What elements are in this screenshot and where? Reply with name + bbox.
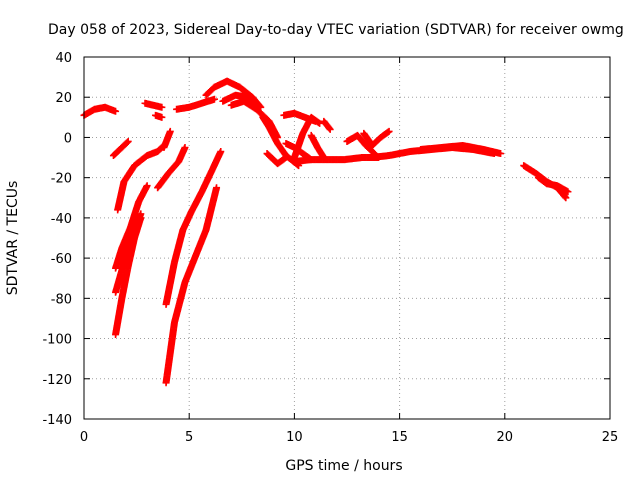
plot-frame: [83, 56, 611, 420]
x-tick-label: 0: [80, 430, 88, 445]
x-tick-label: 20: [497, 430, 514, 445]
x-tick-label: 5: [185, 430, 193, 445]
y-tick-label: -120: [42, 373, 72, 388]
data-point-marker: [158, 103, 166, 111]
y-axis-label: SDTVAR / TECUs: [5, 181, 21, 296]
data-point-marker: [253, 99, 261, 107]
data-point-marker: [497, 150, 505, 158]
data-point-marker: [213, 184, 221, 192]
x-tick-label: 25: [602, 430, 619, 445]
x-tick-label: 10: [286, 430, 303, 445]
data-points: [80, 77, 572, 387]
data-point-marker: [158, 113, 166, 121]
y-tick-label: -60: [51, 252, 72, 267]
y-tick-label: -100: [42, 333, 72, 348]
data-point-marker: [137, 214, 145, 222]
data-point-marker: [210, 95, 218, 103]
data-point-marker: [124, 137, 132, 145]
data-point-marker: [166, 127, 174, 135]
grid-lines: [84, 57, 610, 419]
data-point-marker: [123, 138, 131, 146]
y-tick-label: -140: [42, 413, 72, 428]
y-tick-label: -20: [51, 172, 72, 187]
x-axis-label: GPS time / hours: [285, 458, 402, 474]
chart-title: Day 058 of 2023, Sidereal Day-to-day VTE…: [48, 22, 624, 38]
y-tick-label: 20: [55, 91, 72, 106]
data-point-marker: [562, 194, 570, 202]
y-tick-label: -80: [51, 292, 72, 307]
data-point-marker: [112, 107, 120, 115]
data-point-marker: [181, 144, 189, 151]
y-tick-label: 0: [64, 131, 72, 146]
data-point-marker: [385, 127, 393, 135]
y-tick-label: -40: [51, 212, 72, 227]
y-tick-label: 40: [55, 51, 72, 66]
data-point-marker: [282, 154, 290, 162]
data-point-marker: [326, 125, 334, 133]
data-point-marker: [217, 148, 225, 156]
data-point-marker: [564, 188, 572, 196]
x-tick-label: 15: [391, 430, 408, 445]
data-point-marker: [143, 182, 151, 190]
